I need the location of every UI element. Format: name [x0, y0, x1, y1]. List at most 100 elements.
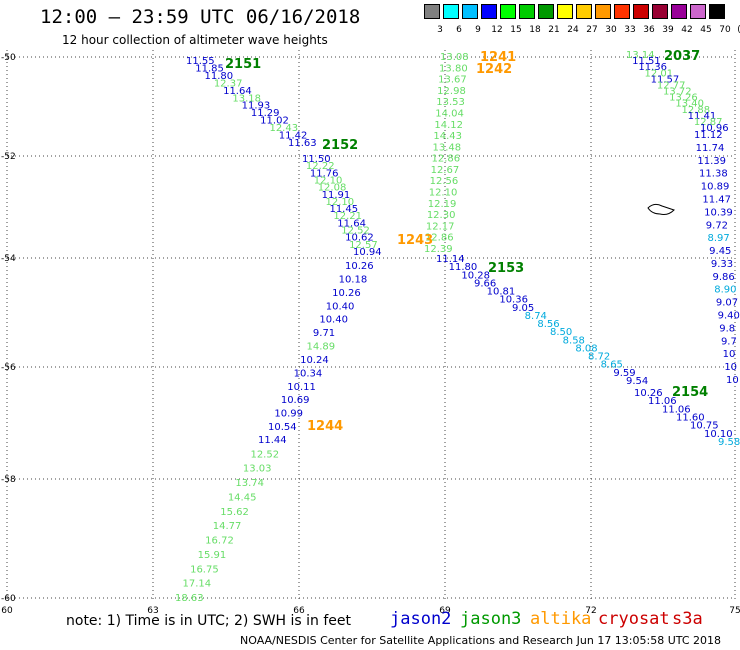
- swh-value-label: 12.52: [250, 449, 279, 460]
- swh-value-label: 11.36: [638, 62, 667, 73]
- swh-value-label: 8.08: [575, 343, 597, 354]
- island-outline: [647, 203, 675, 215]
- swh-value-label: 13.08: [440, 52, 469, 63]
- swh-value-label: 10.18: [339, 274, 368, 285]
- swh-value-label: 13.74: [235, 478, 264, 489]
- swh-value-label: 11.14: [436, 254, 465, 265]
- swh-value-label: 13.72: [663, 87, 692, 98]
- swh-value-label: 14.77: [213, 521, 242, 532]
- swh-value-label: 13.14: [626, 50, 655, 61]
- swh-value-label: 12.52: [341, 226, 370, 237]
- swh-value-label: 9.54: [626, 376, 648, 387]
- swh-value-label: 12.17: [426, 221, 455, 232]
- lat-label: -52: [1, 152, 16, 162]
- satellite-legend-altika: altika: [530, 609, 592, 629]
- swh-value-label: 8.72: [588, 352, 610, 363]
- swh-value-label: 16.72: [205, 536, 234, 547]
- credit-line: NOAA/NESDIS Center for Satellite Applica…: [240, 634, 722, 647]
- swh-value-label: 12.88: [682, 105, 711, 116]
- swh-value-label: 12.01: [645, 68, 674, 79]
- swh-value-label: 15.62: [220, 507, 249, 518]
- swh-value-label: 13.53: [436, 97, 465, 108]
- colorbar-swatch: [424, 4, 440, 19]
- swh-value-label: 8.74: [525, 311, 547, 322]
- swh-value-label: 12.08: [318, 183, 347, 194]
- lon-label: 72: [585, 606, 596, 616]
- colorbar-label: 3: [437, 25, 443, 35]
- colorbar-label: 33: [624, 25, 636, 35]
- swh-value-label: 10.34: [294, 368, 323, 379]
- colorbar-label: 45: [700, 25, 712, 35]
- swh-value-label: 12.43: [269, 123, 298, 134]
- swh-value-label: 10.89: [701, 182, 730, 193]
- track-id-label: 2153: [488, 261, 524, 276]
- lon-label: 63: [147, 606, 158, 616]
- colorbar-label: 24: [567, 25, 579, 35]
- lat-label: -58: [1, 475, 16, 485]
- swh-value-label: 12.10: [429, 188, 458, 199]
- swh-value-label: 9.40: [718, 311, 740, 322]
- swh-value-label: 11.60: [676, 413, 705, 424]
- swh-value-label: 11.64: [223, 86, 252, 97]
- swh-value-label: 11.45: [329, 204, 358, 215]
- map-title: 12:00 – 23:59 UTC 06/16/2018: [40, 6, 361, 28]
- swh-value-label: 13.26: [669, 93, 698, 104]
- track-id-label: 1242: [476, 62, 512, 77]
- swh-value-label: 10.94: [353, 247, 382, 258]
- swh-value-label: 12.10: [326, 197, 355, 208]
- swh-value-label: 10.39: [704, 207, 733, 218]
- swh-value-label: 14.04: [435, 108, 464, 119]
- swh-value-label: 10.62: [345, 233, 374, 244]
- swh-value-label: 11.06: [662, 404, 691, 415]
- satellite-legend-cryosat: cryosat: [598, 609, 670, 629]
- swh-value-label: 8.56: [537, 319, 559, 330]
- colorbar-swatch: [690, 4, 706, 19]
- swh-value-label: 18.63: [175, 593, 204, 604]
- swh-value-label: 13.18: [232, 93, 261, 104]
- swh-value-label: 11.63: [288, 138, 317, 149]
- swh-value-label: 10.40: [326, 301, 355, 312]
- swh-value-label: 9.8: [719, 323, 735, 334]
- swh-value-label: 10: [724, 362, 737, 373]
- colorbar-swatch: [576, 4, 592, 19]
- colorbar-label: 21: [548, 25, 560, 35]
- swh-value-label: 9.86: [713, 272, 735, 283]
- swh-value-label: 10.69: [281, 395, 310, 406]
- colorbar-label: 39: [662, 25, 674, 35]
- lon-label: 75: [729, 606, 740, 616]
- swh-value-label: 11.29: [251, 108, 280, 119]
- swh-value-label: 10.11: [287, 382, 316, 393]
- track-id-label: 1243: [397, 233, 433, 248]
- swh-value-label: 11.41: [688, 111, 717, 122]
- map-subtitle: 12 hour collection of altimeter wave hei…: [62, 33, 328, 47]
- swh-value-label: 10: [723, 349, 736, 360]
- colorbar-swatch: [595, 4, 611, 19]
- swh-value-label: 9.07: [716, 298, 738, 309]
- swh-value-label: 10.26: [634, 388, 663, 399]
- swh-value-label: 14.43: [433, 131, 462, 142]
- swh-value-label: 11.80: [205, 71, 234, 82]
- colorbar-swatch: [519, 4, 535, 19]
- swh-value-label: 10.24: [300, 355, 329, 366]
- swh-value-label: 12.37: [214, 78, 243, 89]
- swh-value-label: 11.76: [310, 168, 339, 179]
- colorbar-label: 15: [510, 25, 522, 35]
- swh-value-label: 11.39: [697, 156, 726, 167]
- swh-value-label: 16.75: [190, 564, 219, 575]
- swh-value-label: 13.67: [438, 75, 467, 86]
- colorbar-label: 42: [681, 25, 693, 35]
- swh-value-label: 15.91: [198, 550, 227, 561]
- track-id-label: 2151: [225, 57, 261, 72]
- lat-label: -60: [1, 594, 16, 604]
- swh-value-label: 10.96: [700, 123, 729, 134]
- swh-value-label: 9.58: [718, 437, 740, 448]
- swh-value-label: 14.45: [228, 492, 257, 503]
- swh-value-label: 10.75: [690, 421, 719, 432]
- swh-value-label: 12.67: [431, 165, 460, 176]
- swh-value-label: 12.57: [349, 240, 378, 251]
- swh-value-label: 8.58: [563, 335, 585, 346]
- colorbar-label: 12: [491, 25, 503, 35]
- lon-label: 69: [439, 606, 451, 616]
- colorbar-swatch: [652, 4, 668, 19]
